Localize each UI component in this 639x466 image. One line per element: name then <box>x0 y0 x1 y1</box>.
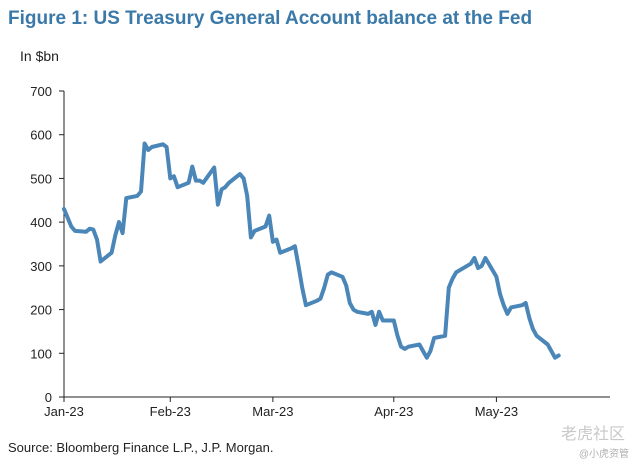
chart-axes <box>63 91 610 398</box>
y-tick-label: 500 <box>30 171 52 186</box>
x-tick-label: Feb-23 <box>150 404 191 419</box>
y-tick-label: 300 <box>30 259 52 274</box>
y-tick-label: 100 <box>30 346 52 361</box>
y-tick-label: 400 <box>30 215 52 230</box>
source-note: Source: Bloomberg Finance L.P., J.P. Mor… <box>8 440 274 455</box>
x-tick-label: Jan-23 <box>44 404 84 419</box>
y-tick-label: 0 <box>45 390 52 405</box>
x-tick-label: Apr-23 <box>374 404 413 419</box>
watermark-logo-text: 老虎社区 <box>560 426 625 443</box>
chart-ticks: 0 100 200 300 400 500 600 700 Jan-23 Feb-23 Mar-23… <box>30 84 518 419</box>
y-axis-unit-label: In $bn <box>20 48 59 64</box>
series-line <box>62 141 561 360</box>
y-tick-label: 600 <box>30 128 52 143</box>
chart-series <box>62 141 561 360</box>
y-tick-label: 200 <box>30 303 52 318</box>
watermark-handle: @小虎资管 <box>578 449 629 460</box>
x-tick-label: Mar-23 <box>252 404 293 419</box>
x-tick-label: May-23 <box>475 404 518 419</box>
chart-title: Figure 1: US Treasury General Account ba… <box>8 8 533 29</box>
y-tick-label: 700 <box>30 84 52 99</box>
